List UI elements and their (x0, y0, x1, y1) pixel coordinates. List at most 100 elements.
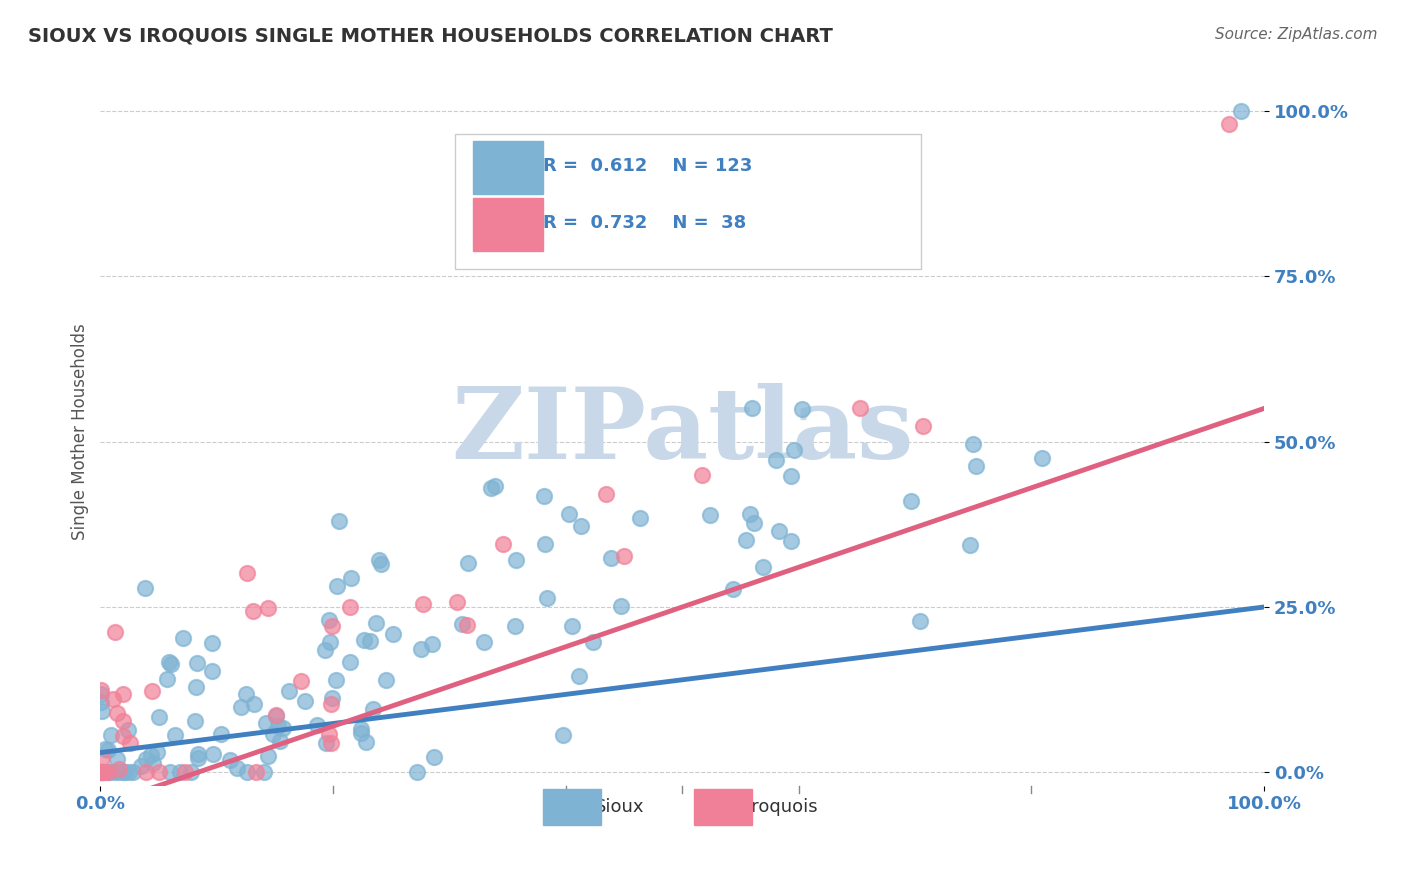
Point (752, 560, 775, 574)
Point (89, 765, 111, 780)
Point (91, 765, 114, 780)
Point (256, 601, 278, 615)
Point (595, 486, 617, 500)
Point (321, 690, 343, 705)
Point (135, 765, 157, 780)
Point (318, 635, 340, 649)
Point (148, 710, 170, 724)
Point (361, 702, 384, 716)
Point (105, 706, 128, 720)
Point (457, 556, 479, 570)
Point (89, 765, 111, 780)
Text: Sioux: Sioux (595, 798, 644, 816)
Point (965, 458, 987, 473)
Point (492, 537, 515, 551)
Point (349, 722, 371, 736)
Point (305, 718, 328, 732)
Point (1031, 451, 1053, 466)
Point (96, 765, 118, 780)
Point (159, 765, 181, 780)
Point (294, 693, 316, 707)
Point (90, 765, 112, 780)
Point (768, 524, 790, 539)
Point (112, 687, 135, 701)
Point (245, 765, 267, 780)
Point (105, 752, 128, 766)
Point (412, 597, 434, 611)
Point (1230, 103, 1253, 118)
Point (174, 765, 197, 780)
Point (290, 674, 312, 689)
Point (533, 537, 555, 551)
Point (90, 695, 112, 709)
Point (91, 765, 114, 780)
Point (90, 687, 112, 701)
Text: R =  0.612    N = 123: R = 0.612 N = 123 (543, 157, 752, 175)
Point (160, 657, 183, 672)
Point (505, 619, 527, 633)
Point (235, 687, 257, 701)
Point (780, 468, 803, 483)
Point (135, 751, 157, 765)
Point (134, 581, 156, 595)
Point (738, 507, 761, 521)
Point (101, 692, 124, 706)
Point (912, 419, 935, 434)
Point (141, 683, 163, 698)
Text: ZIPatlas: ZIPatlas (451, 383, 914, 480)
Point (103, 624, 125, 639)
Point (269, 734, 291, 748)
Point (406, 765, 429, 780)
Point (411, 641, 433, 656)
Point (446, 595, 468, 609)
Point (328, 514, 350, 528)
Point (354, 735, 377, 749)
Point (456, 618, 478, 632)
Point (117, 723, 139, 737)
Point (536, 591, 558, 605)
Point (479, 482, 502, 496)
Point (353, 633, 375, 648)
Point (321, 619, 343, 633)
Point (219, 752, 242, 766)
Point (98, 765, 121, 780)
Point (451, 616, 474, 631)
Point (959, 539, 981, 553)
Point (243, 698, 266, 712)
Point (229, 699, 252, 714)
Point (569, 519, 592, 533)
Point (264, 707, 287, 722)
Point (613, 549, 636, 563)
Point (252, 765, 274, 780)
Point (359, 634, 381, 648)
Point (381, 626, 404, 640)
Point (104, 765, 127, 780)
Point (114, 765, 136, 780)
Point (630, 510, 652, 524)
Point (141, 747, 163, 762)
Point (314, 643, 336, 657)
FancyBboxPatch shape (543, 789, 600, 825)
Point (90, 683, 112, 698)
Point (111, 765, 134, 780)
Point (242, 604, 264, 618)
Text: Iroquois: Iroquois (747, 798, 818, 816)
Point (163, 728, 186, 742)
Point (122, 765, 145, 780)
Point (91, 704, 114, 718)
Point (266, 708, 288, 723)
Point (148, 765, 170, 780)
Point (558, 507, 581, 521)
Point (568, 669, 591, 683)
Point (962, 437, 984, 451)
Point (108, 765, 131, 780)
Point (368, 552, 391, 566)
Point (366, 616, 388, 631)
Point (325, 673, 347, 687)
Point (690, 468, 713, 483)
Point (318, 727, 340, 741)
Point (266, 719, 288, 733)
Point (420, 637, 443, 651)
Point (339, 600, 361, 615)
Point (321, 697, 343, 711)
